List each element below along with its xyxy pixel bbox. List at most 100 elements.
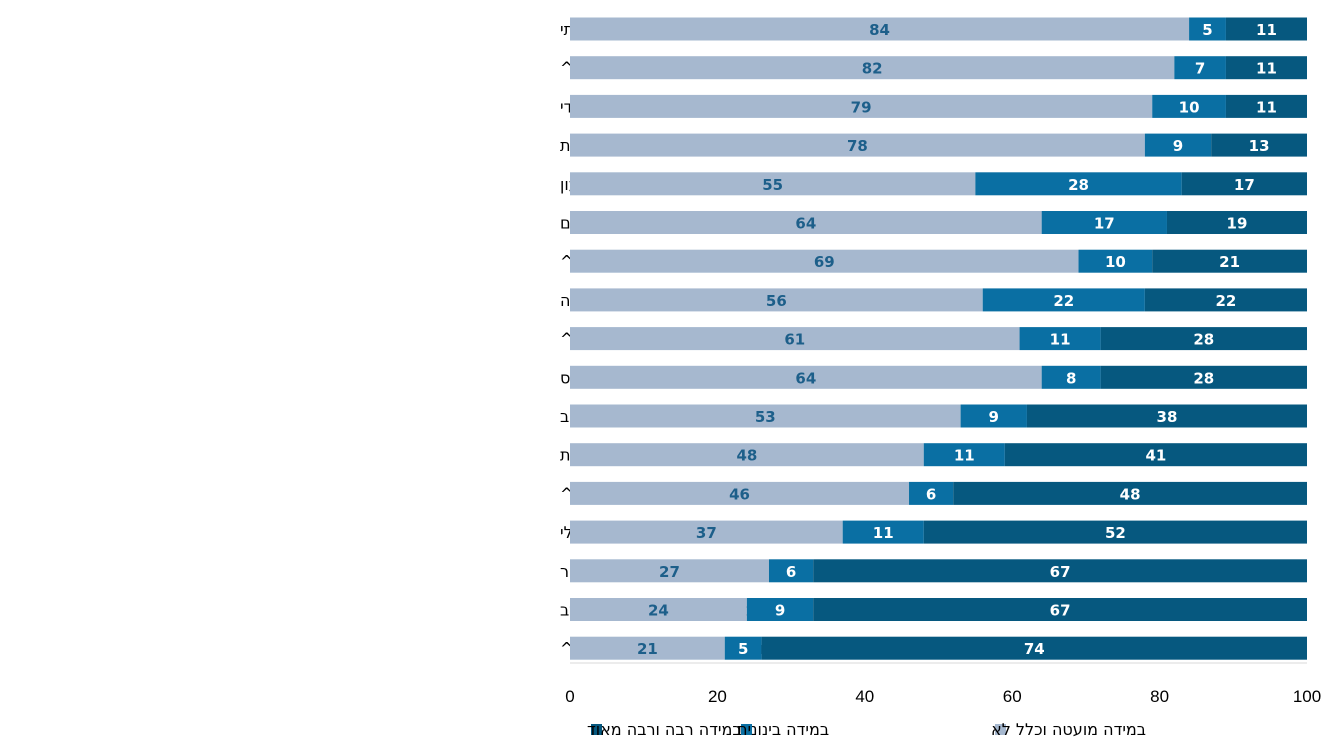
bar-segment bbox=[1174, 56, 1226, 80]
bar-segment bbox=[746, 598, 814, 621]
data-label: 9 bbox=[1173, 137, 1183, 155]
bar-segment bbox=[570, 443, 924, 467]
data-label: 79 bbox=[851, 98, 872, 116]
bar-segment bbox=[570, 288, 983, 312]
data-label: 28 bbox=[1193, 369, 1214, 387]
bar-segment bbox=[570, 94, 1153, 118]
bar-segment bbox=[724, 636, 762, 660]
data-label: 11 bbox=[954, 447, 975, 465]
data-label: 13 bbox=[1249, 137, 1270, 155]
bar-segment bbox=[570, 211, 1042, 234]
data-label: 11 bbox=[873, 524, 894, 542]
bar-segment bbox=[1189, 17, 1226, 41]
x-tick-label: 100 bbox=[1293, 687, 1321, 706]
data-label: 27 bbox=[659, 563, 680, 581]
bar-segment bbox=[570, 559, 769, 583]
legend-swatch bbox=[591, 724, 602, 735]
data-label: 24 bbox=[648, 602, 669, 620]
data-label: 78 bbox=[847, 137, 868, 155]
bar-segment bbox=[570, 133, 1145, 157]
data-label: 21 bbox=[637, 640, 658, 658]
bar-segment bbox=[768, 559, 814, 583]
bar-segment bbox=[813, 559, 1307, 583]
data-label: 17 bbox=[1094, 215, 1115, 233]
data-label: 53 bbox=[755, 408, 776, 426]
data-label: 69 bbox=[814, 253, 835, 271]
data-label: 5 bbox=[1202, 21, 1212, 39]
bar-segment bbox=[975, 172, 1182, 196]
data-label: 28 bbox=[1068, 176, 1089, 194]
data-label: 64 bbox=[795, 215, 816, 233]
data-label: 46 bbox=[729, 485, 750, 503]
legend-swatch bbox=[995, 724, 1006, 735]
data-label: 37 bbox=[696, 524, 717, 542]
legend-swatch bbox=[741, 724, 752, 735]
bar-segment bbox=[570, 56, 1175, 80]
bar-segment bbox=[1026, 404, 1307, 428]
bar-segment bbox=[1144, 133, 1212, 157]
data-label: 11 bbox=[1050, 331, 1071, 349]
bar-segment bbox=[1225, 94, 1307, 118]
data-label: 10 bbox=[1179, 98, 1200, 116]
bar-segment bbox=[982, 288, 1145, 312]
bar-segment bbox=[570, 636, 725, 660]
data-label: 11 bbox=[1256, 60, 1277, 78]
legend-label: במידה בינונית bbox=[737, 720, 829, 739]
bar-segment bbox=[842, 520, 924, 544]
bar-segment bbox=[909, 481, 954, 505]
data-label: 55 bbox=[762, 176, 783, 194]
x-tick-label: 20 bbox=[708, 687, 727, 706]
bar-segment bbox=[960, 404, 1027, 428]
bar-segment bbox=[1100, 365, 1307, 389]
bar-segment bbox=[1019, 327, 1101, 351]
data-label: 8 bbox=[1066, 369, 1076, 387]
bar-segment bbox=[570, 172, 976, 196]
data-label: 7 bbox=[1195, 60, 1205, 78]
data-label: 17 bbox=[1234, 176, 1255, 194]
bar-segment bbox=[1041, 211, 1167, 234]
bar-segment bbox=[813, 598, 1307, 621]
data-label: 67 bbox=[1050, 563, 1071, 581]
legend-label: במידה מועטה וכלל לא bbox=[991, 720, 1146, 739]
bar-segment bbox=[570, 481, 910, 505]
data-label: 19 bbox=[1227, 215, 1248, 233]
bar-segment bbox=[1225, 56, 1307, 80]
data-label: 6 bbox=[786, 563, 796, 581]
bar-segment bbox=[1144, 288, 1307, 312]
data-label: 52 bbox=[1105, 524, 1126, 542]
bar-segment bbox=[1211, 133, 1307, 157]
bar-segment bbox=[1078, 249, 1153, 273]
data-label: 67 bbox=[1050, 602, 1071, 620]
x-axis-ticks: 0 20 40 60 80 100 bbox=[565, 687, 1321, 706]
data-label: 61 bbox=[784, 331, 805, 349]
data-label: 56 bbox=[766, 292, 787, 310]
bar-segment bbox=[570, 404, 961, 428]
data-label: 10 bbox=[1105, 253, 1126, 271]
bar-segment bbox=[570, 598, 747, 621]
data-label: 82 bbox=[862, 60, 883, 78]
data-label: 22 bbox=[1053, 292, 1074, 310]
data-label: 41 bbox=[1145, 447, 1166, 465]
bar-segment bbox=[953, 481, 1307, 505]
data-label: 64 bbox=[795, 369, 816, 387]
data-label: 6 bbox=[926, 485, 936, 503]
bar-segment bbox=[1225, 17, 1307, 41]
bar-segment bbox=[923, 443, 1005, 467]
bar-segment bbox=[1152, 249, 1307, 273]
data-label: 48 bbox=[1120, 485, 1141, 503]
bar-segment bbox=[570, 17, 1190, 41]
bar-segment bbox=[570, 520, 843, 544]
x-tick-label: 0 bbox=[565, 687, 574, 706]
bar-segment bbox=[1181, 172, 1307, 196]
data-label: 22 bbox=[1215, 292, 1236, 310]
data-label: 74 bbox=[1024, 640, 1045, 658]
x-tick-label: 80 bbox=[1150, 687, 1169, 706]
data-label: 5 bbox=[738, 640, 748, 658]
bar-segment bbox=[570, 327, 1020, 351]
bar-segment bbox=[1166, 211, 1307, 234]
x-tick-label: 40 bbox=[855, 687, 874, 706]
bar-segment bbox=[570, 249, 1079, 273]
